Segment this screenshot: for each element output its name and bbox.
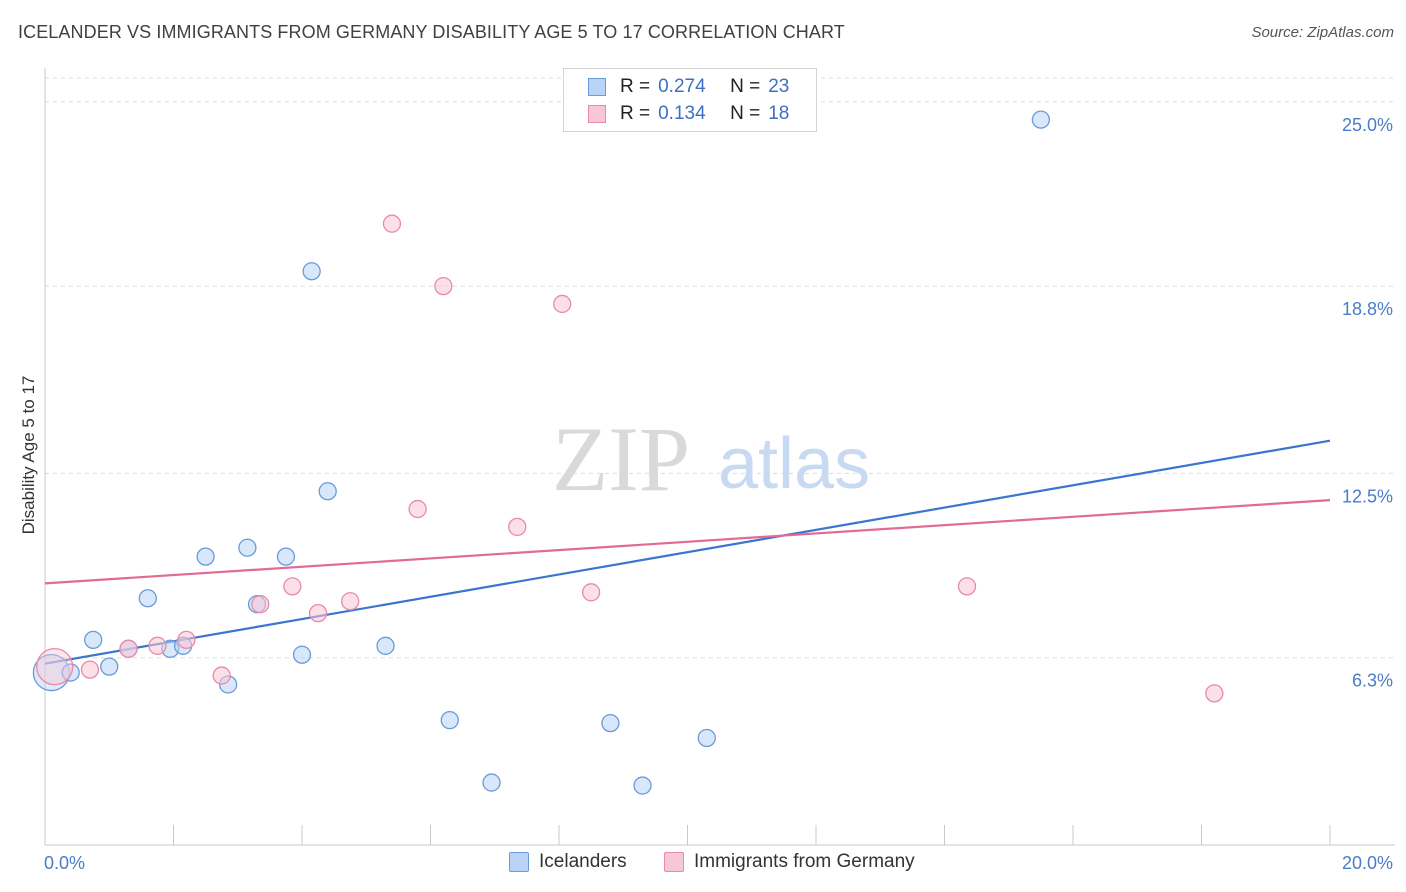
point-icelanders (61, 663, 80, 682)
legend-row-icelanders: R = 0.274 N = 23 (588, 73, 789, 101)
y-tick-label: 18.8% (1342, 299, 1393, 319)
point-immigrants (119, 639, 138, 658)
point-icelanders (1031, 110, 1051, 129)
trend-line-icelanders (44, 439, 1331, 665)
y-tick-label: 12.5% (1342, 486, 1393, 506)
trend-line-immigrants (44, 499, 1331, 585)
y-axis-title: Disability Age 5 to 17 (19, 376, 38, 535)
watermark-zip: ZIP (552, 408, 690, 510)
y-tick-label: 6.3% (1352, 671, 1393, 691)
point-icelanders (482, 773, 501, 792)
point-icelanders (440, 710, 459, 730)
series-legend-label: Icelanders (539, 851, 627, 872)
legend-swatch-pink (588, 105, 606, 123)
point-immigrants (148, 636, 167, 655)
series-legend-icelanders[interactable]: Icelanders (509, 851, 627, 873)
point-immigrants (408, 499, 427, 519)
legend-n-value: 18 (768, 103, 790, 124)
point-icelanders (84, 630, 103, 650)
legend-r-value: 0.134 (658, 103, 706, 124)
point-icelanders (601, 713, 620, 733)
point-icelanders (138, 589, 157, 608)
watermark-atlas: atlas (718, 424, 870, 504)
point-icelanders (633, 776, 652, 795)
point-immigrants (508, 517, 527, 537)
series-swatch-blue (509, 852, 529, 872)
point-immigrants (434, 276, 453, 296)
x-tick-label: 0.0% (44, 853, 85, 873)
point-icelanders (697, 728, 716, 748)
chart-title: ICELANDER VS IMMIGRANTS FROM GERMANY DIS… (18, 22, 845, 42)
axis-layer: 6.3% 12.5% 18.8% 25.0% 0.0% 20.0% (44, 68, 1395, 873)
point-immigrants (308, 603, 328, 623)
legend-n-label: N = (730, 76, 761, 97)
point-immigrants (283, 577, 302, 596)
y-tick-label: 25.0% (1342, 115, 1393, 135)
point-icelanders (292, 645, 312, 664)
point-immigrants (35, 647, 74, 686)
point-immigrants (957, 577, 977, 596)
legend-r-label: R = (620, 76, 651, 97)
legend-n-label: N = (730, 103, 761, 124)
point-immigrants (1205, 684, 1224, 703)
x-tick-label: 20.0% (1342, 853, 1393, 873)
series-legend-label: Immigrants from Germany (694, 851, 915, 872)
point-icelanders (318, 482, 337, 501)
point-immigrants (212, 666, 231, 685)
legend-r-value: 0.274 (658, 76, 706, 97)
point-icelanders (276, 547, 296, 566)
series-legend: Icelanders Immigrants from Germany (0, 851, 1406, 877)
series-swatch-pink (664, 852, 684, 872)
point-immigrants (177, 630, 196, 650)
point-immigrants (382, 214, 402, 233)
watermark: ZIP atlas (552, 408, 870, 510)
point-immigrants (251, 595, 270, 614)
correlation-legend: R = 0.274 N = 23 R = 0.134 N = 18 (563, 68, 817, 132)
point-icelanders (376, 636, 395, 655)
trend-layer (44, 439, 1331, 665)
point-immigrants (553, 294, 572, 314)
legend-swatch-blue (588, 78, 606, 96)
point-icelanders (238, 538, 257, 557)
legend-n-value: 23 (768, 76, 790, 97)
series-legend-immigrants[interactable]: Immigrants from Germany (664, 851, 915, 873)
legend-row-immigrants: R = 0.134 N = 18 (588, 100, 789, 128)
legend-r-label: R = (620, 103, 651, 124)
source-label: Source: ZipAtlas.com (1251, 24, 1394, 41)
points-layer (32, 110, 1224, 795)
point-immigrants (80, 660, 100, 679)
point-icelanders (196, 547, 215, 566)
point-immigrants (341, 592, 360, 611)
point-immigrants (581, 583, 601, 602)
point-icelanders (302, 262, 321, 281)
point-icelanders (100, 657, 119, 676)
